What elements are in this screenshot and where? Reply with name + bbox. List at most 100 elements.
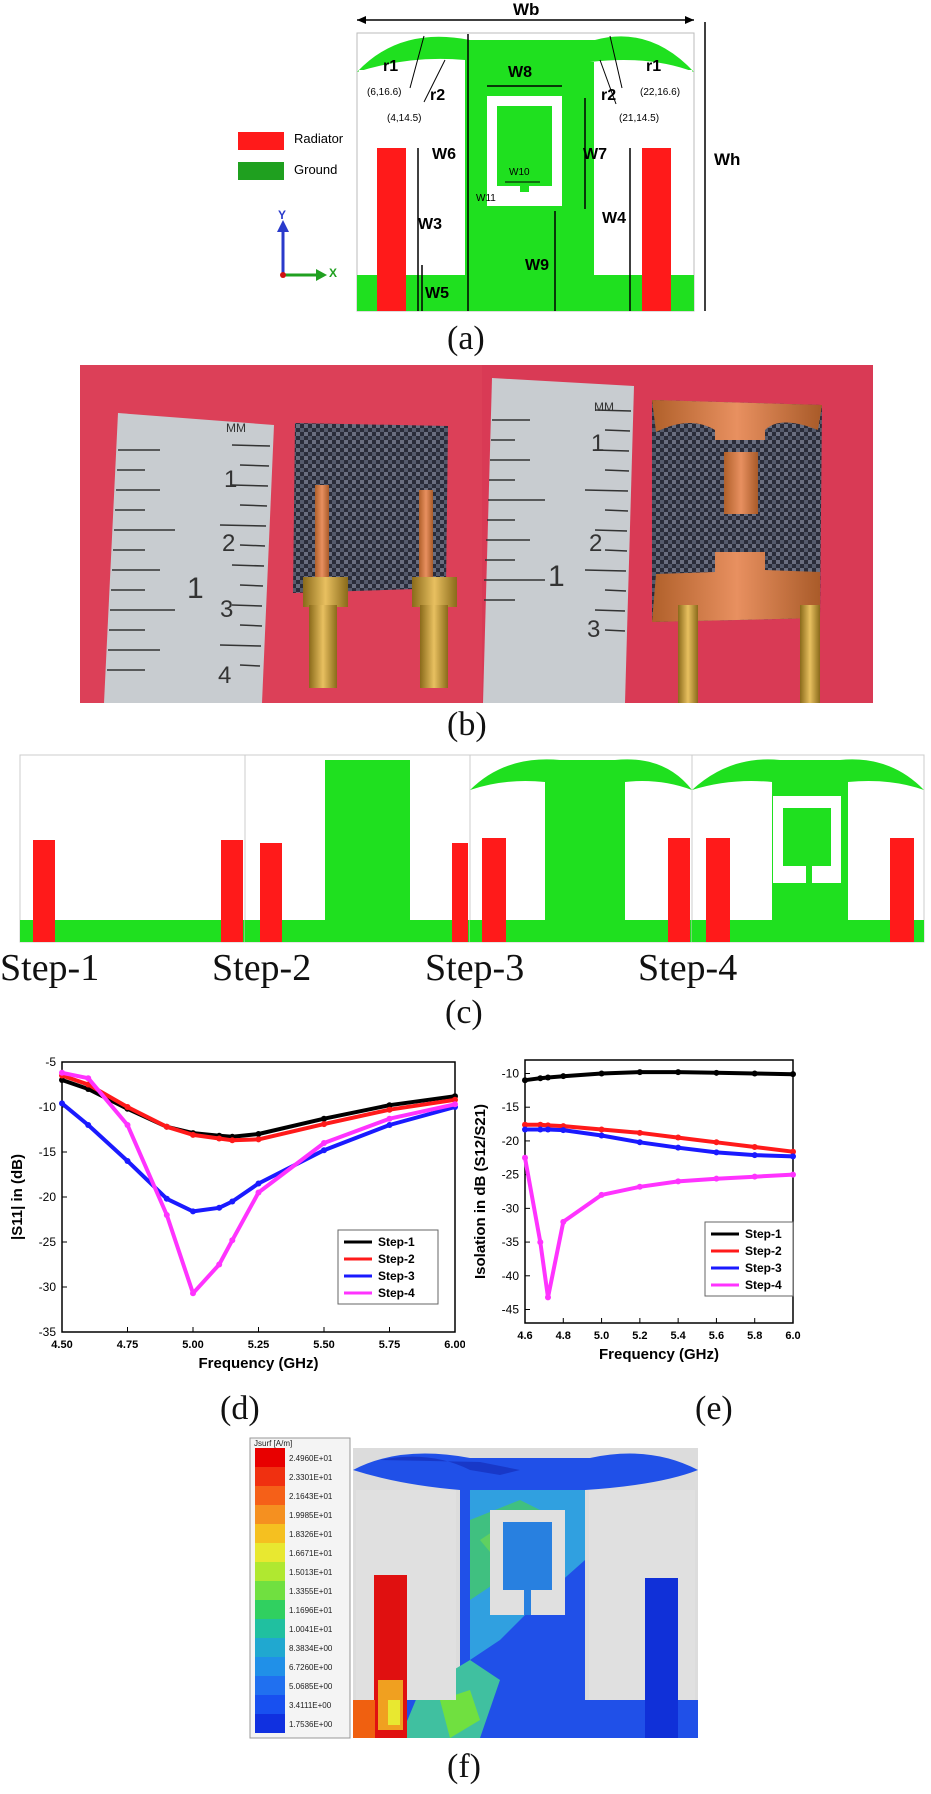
dim-r1-right: r1: [646, 58, 662, 75]
point-label-1: (6,16.6): [367, 87, 402, 98]
x-axis-label: Frequency (GHz): [198, 1355, 318, 1372]
data-point-step-1: [713, 1069, 720, 1076]
data-point-step-4: [522, 1154, 528, 1161]
data-point-step-4: [713, 1175, 720, 1182]
data-point-step-3: [675, 1144, 682, 1151]
data-point-step-1: [255, 1131, 262, 1137]
data-point-step-4: [216, 1261, 223, 1268]
y-tick-label: -10: [502, 1066, 520, 1080]
series-line-step-2: [525, 1122, 794, 1154]
ruler-right: [483, 378, 634, 703]
data-point-step-1: [790, 1071, 796, 1078]
y-tick-label: -20: [39, 1190, 57, 1204]
data-point-step-4: [537, 1239, 544, 1246]
jsurf-legend-value: 2.1643E+01: [289, 1492, 333, 1501]
jsurf-color-swatch: [255, 1486, 285, 1505]
legend-radiator-swatch: [238, 132, 284, 150]
series-line-step-4: [523, 1157, 794, 1300]
x-tick-label: 5.4: [670, 1330, 686, 1342]
dim-r2-left: r2: [430, 87, 446, 104]
dim-w11: W11: [476, 193, 496, 204]
data-point-step-1: [522, 1077, 528, 1084]
data-point-step-4: [560, 1218, 567, 1225]
data-point-step-4: [598, 1191, 605, 1198]
data-point-step-4: [636, 1183, 643, 1190]
data-point-step-2: [229, 1137, 236, 1144]
point-label-4: (21,14.5): [619, 113, 660, 124]
caption-e: (e): [695, 1390, 733, 1427]
dim-w6: W6: [432, 146, 456, 163]
y-tick-label: -35: [39, 1325, 57, 1339]
y-tick-label: -30: [39, 1280, 57, 1294]
jsurf-legend-value: 1.6671E+01: [289, 1549, 333, 1558]
chart-e-isolation: 4.6 4.8 5.0 5.2 5.4 5.6 5.8 6.0 -10 -15 -20 -25 -30 -…: [472, 1059, 801, 1363]
jsurf-color-swatch: [255, 1619, 285, 1638]
legend-label: Step-3: [378, 1269, 415, 1283]
y-axis-label: |S11| in (dB): [9, 1154, 26, 1240]
x-tick-label: 5.50: [313, 1339, 334, 1351]
data-point-step-4: [85, 1075, 92, 1082]
step-2-layout: [244, 754, 471, 943]
jsurf-legend-value: 2.4960E+01: [289, 1454, 333, 1463]
dim-w4: W4: [602, 210, 626, 227]
jsurf-color-swatch: [255, 1695, 285, 1714]
y-tick-label: -10: [39, 1100, 57, 1114]
legend-ground-swatch: [238, 162, 284, 180]
jsurf-color-swatch: [255, 1524, 285, 1543]
jsurf-legend-swatches: [255, 1448, 285, 1733]
y-tick-label: -30: [502, 1201, 520, 1215]
data-point-step-3: [636, 1139, 643, 1146]
caption-f: (f): [447, 1748, 481, 1785]
x-tick-label: 4.75: [117, 1339, 138, 1351]
data-point-step-2: [522, 1121, 528, 1128]
data-point-step-2: [636, 1129, 643, 1136]
y-tick-label: -35: [502, 1235, 520, 1249]
data-point-step-3: [229, 1198, 236, 1205]
axis-x-label: X: [329, 266, 338, 280]
point-label-2: (4,14.5): [387, 113, 422, 124]
data-point-step-2: [751, 1143, 758, 1150]
step-4-layout: [691, 754, 925, 943]
jsurf-legend-value: 6.7260E+00: [289, 1663, 333, 1672]
jsurf-legend-value: 1.0041E+01: [289, 1625, 333, 1634]
jsurf-legend-value: 8.3834E+00: [289, 1644, 333, 1653]
data-point-step-3: [386, 1122, 393, 1128]
data-point-step-1: [59, 1077, 65, 1083]
jsurf-legend-value: 1.8326E+01: [289, 1530, 333, 1539]
dim-r1-left: r1: [383, 58, 399, 75]
data-point-step-2: [321, 1121, 327, 1128]
dim-w8: W8: [508, 64, 532, 81]
data-point-step-3: [190, 1208, 196, 1215]
data-point-step-1: [598, 1070, 605, 1077]
data-point-step-2: [452, 1096, 458, 1103]
jsurf-color-swatch: [255, 1676, 285, 1695]
data-point-step-4: [59, 1069, 65, 1076]
ruler-right-unit: MM: [594, 400, 614, 414]
jsurf-legend-value: 1.3355E+01: [289, 1587, 333, 1596]
series-line-step-3: [525, 1127, 794, 1159]
data-point-step-4: [452, 1101, 458, 1108]
data-point-step-2: [216, 1135, 223, 1142]
x-tick-label: 5.75: [379, 1339, 400, 1351]
y-axis-label: Isolation in dB (S12/S21): [472, 1104, 489, 1279]
y-tick-label: -25: [39, 1235, 57, 1249]
jsurf-legend-value: 5.0685E+00: [289, 1682, 333, 1691]
jsurf-color-swatch: [255, 1543, 285, 1562]
data-point-step-2: [790, 1148, 796, 1155]
y-tick-label: -45: [502, 1303, 520, 1317]
caption-b: (b): [447, 706, 487, 743]
jsurf-color-swatch: [255, 1562, 285, 1581]
y-tick-label: -15: [502, 1100, 520, 1114]
jsurf-color-swatch: [255, 1657, 285, 1676]
data-point-step-4: [386, 1115, 393, 1122]
data-point-step-3: [124, 1158, 131, 1164]
x-tick-label: 4.6: [517, 1330, 532, 1342]
ruler-left-unit: MM: [226, 421, 246, 435]
jsurf-color-swatch: [255, 1467, 285, 1486]
step-1-label: Step-1: [0, 947, 100, 989]
data-point-step-3: [59, 1100, 65, 1107]
jsurf-color-swatch: [255, 1600, 285, 1619]
x-tick-label: 5.0: [594, 1330, 609, 1342]
jsurf-legend-value: 1.1696E+01: [289, 1606, 333, 1615]
